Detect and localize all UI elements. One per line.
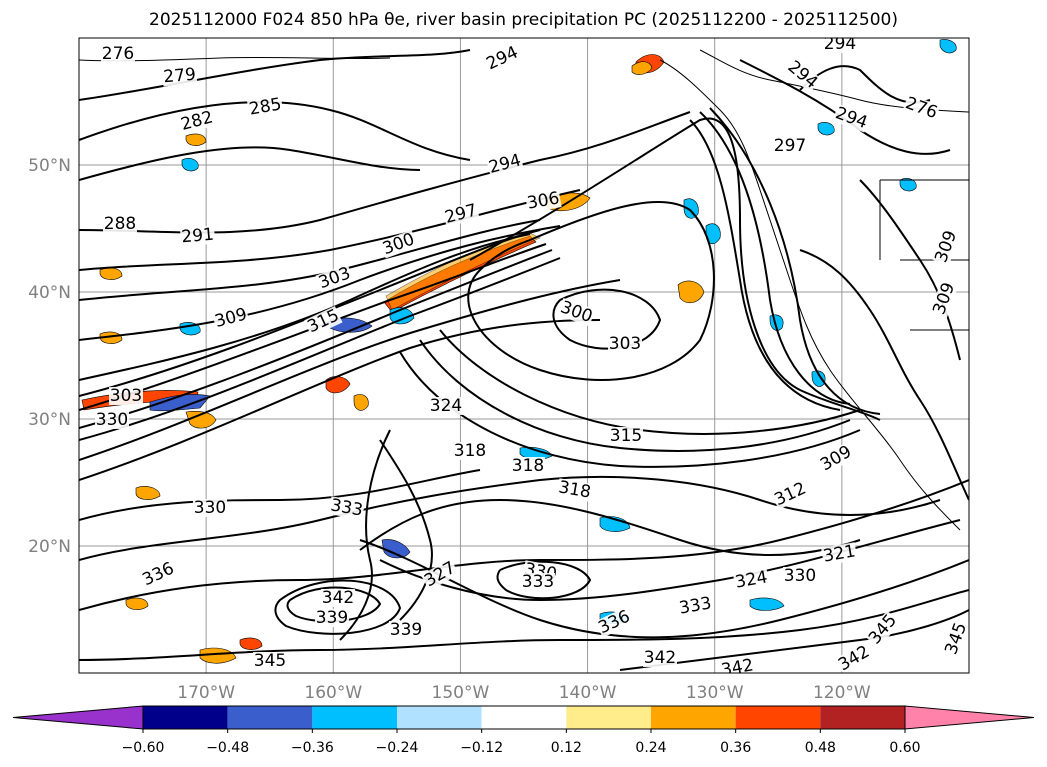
svg-text:330: 330	[194, 498, 226, 518]
svg-text:342: 342	[720, 655, 755, 680]
latitude-labels: 50°N 40°N 30°N 20°N	[28, 156, 71, 557]
longitude-labels: 170°W 160°W 150°W 140°W 130°W 120°W	[177, 683, 871, 703]
contour-label: 294	[823, 34, 857, 54]
svg-text:333: 333	[522, 572, 554, 592]
contour-label: 279	[161, 65, 198, 88]
colorbar-tick-label: 0.24	[635, 740, 666, 756]
contour-label: 330	[193, 498, 227, 518]
contour-label: 333	[521, 572, 555, 592]
lon-label: 170°W	[177, 683, 235, 703]
colorbar-tick-label: 0.12	[551, 740, 582, 756]
contour-label: 303	[608, 334, 642, 354]
colorbar-tick-label: 0.48	[805, 740, 836, 756]
svg-text:297: 297	[774, 136, 806, 156]
contour-label: 345	[253, 651, 287, 671]
contour-label: 342	[719, 655, 756, 680]
svg-text:342: 342	[322, 588, 354, 608]
contour-label: 303	[109, 386, 143, 406]
svg-text:339: 339	[316, 608, 348, 628]
lon-label: 160°W	[304, 683, 362, 703]
svg-text:330: 330	[784, 566, 816, 586]
colorbar-segment	[566, 706, 651, 729]
colorbar-segment	[651, 706, 736, 729]
svg-text:345: 345	[254, 651, 286, 671]
precipitation-fills	[81, 39, 957, 664]
lat-label: 30°N	[28, 410, 71, 430]
svg-text:294: 294	[824, 34, 856, 54]
colorbar-tick-label: −0.60	[122, 740, 165, 756]
lon-label: 140°W	[559, 683, 617, 703]
contour-label: 291	[179, 225, 216, 248]
colorbar-segment	[143, 706, 228, 729]
lon-label: 130°W	[686, 683, 744, 703]
contour-label: 339	[389, 620, 423, 640]
svg-text:318: 318	[512, 456, 544, 476]
colorbar-tick-label: 0.36	[720, 740, 751, 756]
contour-label: 318	[511, 456, 545, 476]
svg-text:342: 342	[644, 648, 676, 668]
contour-label: 276	[101, 44, 135, 64]
lat-label: 50°N	[28, 156, 71, 176]
contour-label: 285	[247, 94, 284, 120]
svg-text:315: 315	[610, 426, 642, 446]
svg-text:330: 330	[96, 410, 128, 430]
contour-label: 297	[773, 136, 807, 156]
contour-label: 318	[453, 441, 487, 461]
colorbar-segment	[735, 706, 821, 729]
svg-text:324: 324	[430, 396, 462, 416]
svg-text:303: 303	[110, 386, 142, 406]
colorbar-tick-label: −0.48	[206, 740, 249, 756]
lat-label: 40°N	[28, 283, 71, 303]
colorbar-segment	[481, 706, 567, 729]
svg-text:303: 303	[609, 334, 641, 354]
colorbar-extend-min	[12, 705, 144, 730]
contour-label: 342	[643, 648, 677, 668]
svg-text:288: 288	[104, 214, 136, 234]
contour-label: 324	[429, 396, 463, 416]
contour-label: 327	[420, 558, 460, 591]
colorbar-tick-label: −0.36	[291, 740, 334, 756]
colorbar: −0.60 −0.48 −0.36 −0.24 −0.12 0.12 0.24 0.36 0.4…	[12, 705, 1035, 756]
lat-label: 20°N	[28, 537, 71, 557]
svg-text:276: 276	[102, 44, 134, 64]
colorbar-segment	[227, 706, 313, 729]
map-frame	[78, 37, 970, 674]
colorbar-tick-label: −0.24	[376, 740, 419, 756]
lon-label: 150°W	[432, 683, 490, 703]
colorbar-segment	[397, 706, 482, 729]
contour-label: 330	[95, 410, 129, 430]
contour-label: 342	[321, 588, 355, 608]
colorbar-segment	[312, 706, 397, 729]
colorbar-tick-label: −0.12	[460, 740, 503, 756]
colorbar-extend-max	[904, 705, 1035, 730]
contour-label: 315	[609, 426, 643, 446]
contour-label: 330	[783, 566, 817, 586]
svg-text:339: 339	[390, 620, 422, 640]
colorbar-frame	[142, 705, 906, 730]
colorbar-tick-label: 0.60	[889, 740, 920, 756]
svg-text:279: 279	[163, 65, 197, 88]
lon-label: 120°W	[813, 683, 871, 703]
colorbar-segment	[820, 706, 905, 729]
svg-text:318: 318	[454, 441, 486, 461]
map-title: 2025112000 F024 850 hPa θe, river basin …	[149, 10, 898, 30]
contour-label: 339	[315, 608, 349, 628]
contour-label: 288	[103, 214, 137, 234]
svg-text:291: 291	[181, 225, 215, 248]
